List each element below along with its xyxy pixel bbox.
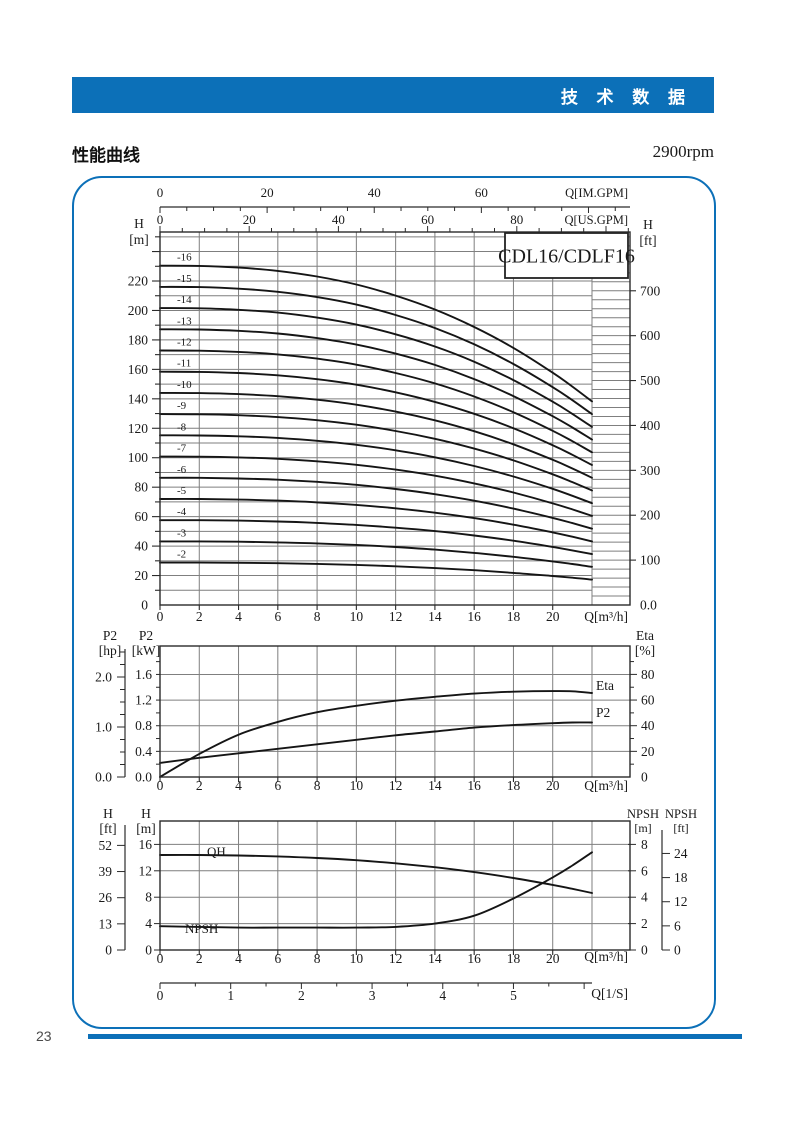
- header-bar: 技 术 数 据: [72, 77, 714, 113]
- performance-curves-panel: [72, 176, 716, 1029]
- section-title: 性能曲线: [72, 146, 140, 165]
- header-title: 技 术 数 据: [560, 87, 692, 107]
- page-number: 23: [36, 1028, 52, 1044]
- rpm-label: 2900rpm: [652, 142, 714, 161]
- footer-rule: [88, 1034, 742, 1039]
